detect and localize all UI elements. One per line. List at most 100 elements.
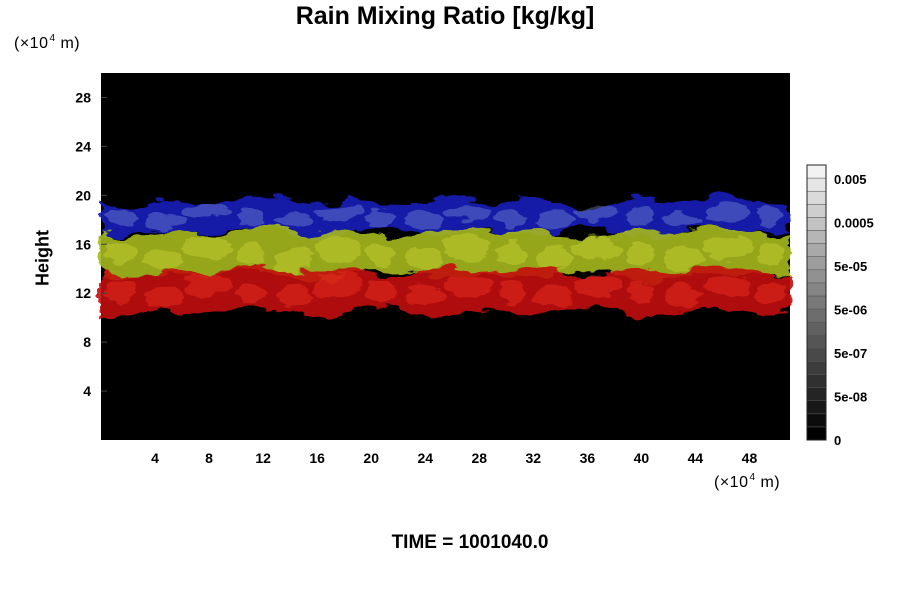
band-red-clump [107,280,135,303]
band-yellow-green-clump [313,236,362,260]
colorbar-segment [806,361,827,375]
band-red-clump [496,280,525,303]
band-yellow-green-clump [236,241,265,266]
band-red-clump [145,285,184,308]
y-tick-label: 24 [75,138,91,154]
band-yellow-green-clump [496,242,525,266]
colorbar-segment [806,295,827,310]
colorbar: 0.005 0.0005 5e-05 5e-06 5e-07 5e-08 0 [806,164,874,448]
x-tick-label: 16 [309,450,325,466]
band-blue-clump [107,208,135,226]
band-yellow-green-clump [107,241,135,266]
band-blue-clump [366,208,395,226]
y-tick-label: 20 [75,187,91,203]
band-yellow-green-clump [275,247,314,271]
band-yellow-green-clump [756,242,784,266]
band-yellow-green-clump [145,247,184,271]
band-red-clump [366,280,395,303]
colorbar-segment [806,308,827,323]
band-blue-clump [572,204,621,222]
colorbar-segment [806,256,827,271]
band-yellow-green-clump [404,247,443,271]
band-yellow-green-clump [572,235,621,260]
colorbar-label: 5e-07 [834,346,867,361]
y-tick-label: 16 [75,236,91,252]
time-label: TIME = 1001040.0 [391,532,549,553]
colorbar-segment [806,230,827,244]
y-tick-label: 8 [83,334,91,350]
x-tick-label: 48 [742,450,758,466]
y-tick-label: 28 [75,89,91,105]
x-tick-label: 32 [526,450,542,466]
x-tick-label: 44 [688,450,704,466]
band-blue-clump [664,212,703,229]
colorbar-label: 5e-05 [834,259,867,274]
band-yellow-green-clump [534,246,573,271]
colorbar-segment [806,190,827,205]
x-unit-exponent: 4 [749,472,756,483]
band-blue-clump [183,204,232,222]
x-unit-suffix: m) [755,474,781,491]
x-tick-label: 12 [255,450,271,466]
x-axis-unit: (×104 m) [714,472,780,492]
colorbar-segment [806,400,827,415]
colorbar-segment [806,164,827,179]
y-unit-exponent: 4 [49,33,56,44]
band-blue-clump [275,212,314,230]
band-red-clump [756,280,784,303]
colorbar-segment [806,374,827,388]
x-tick-label: 24 [417,450,433,466]
band-blue-clump [313,204,362,222]
colorbar-segment [806,321,827,336]
band-yellow-green-clump [443,235,492,260]
colorbar-segment [806,348,827,362]
y-tick-label: 12 [75,285,91,301]
colorbar-segment [806,282,827,297]
band-red-clump [404,285,443,308]
band-blue-clump [496,208,525,226]
x-tick-label: 8 [205,450,213,466]
colorbar-label: 0.0005 [834,216,874,231]
band-red-clump [664,285,703,308]
colorbar-segment [806,243,827,257]
colorbar-label: 0.005 [834,172,867,187]
colorbar-segment [806,387,827,401]
band-blue-clump [443,204,492,222]
colorbar-segment [806,413,827,428]
x-tick-label: 40 [634,450,650,466]
colorbar-frame [806,164,827,441]
band-yellow-green-clump [366,241,395,266]
colorbar-label: 5e-08 [834,390,867,405]
band-yellow-green-clump [626,242,655,266]
band-red-clump [236,280,265,303]
band-blue-clump [626,208,655,226]
x-tick-label: 20 [363,450,379,466]
chart-title: Rain Mixing Ratio [kg/kg] [295,2,595,30]
band-red-clump [275,285,314,308]
band-red-clump [626,280,655,303]
band-yellow-green-clump [702,235,751,260]
band-blue-clump [145,212,184,230]
y-axis-unit: (×104 m) [14,33,80,53]
band-blue-clump [404,212,443,230]
band-red-clump [313,274,362,298]
band-red-clump [702,274,751,297]
colorbar-label: 0 [834,433,841,448]
colorbar-segment [806,269,827,284]
band-blue-clump [702,204,751,222]
x-tick-label: 4 [151,450,159,466]
x-tick-label: 28 [471,450,487,466]
y-unit-prefix: (×10 [14,35,49,52]
band-red-clump [572,274,621,297]
band-red [101,265,790,319]
x-unit-prefix: (×10 [714,474,749,491]
band-yellow-green-clump [183,236,232,260]
band-red-clump [534,285,573,308]
band-blue-clump [534,212,573,230]
band-blue-clump [236,208,265,226]
colorbar-segment [806,177,827,192]
band-red-clump [443,274,492,298]
plot-area [101,73,790,440]
